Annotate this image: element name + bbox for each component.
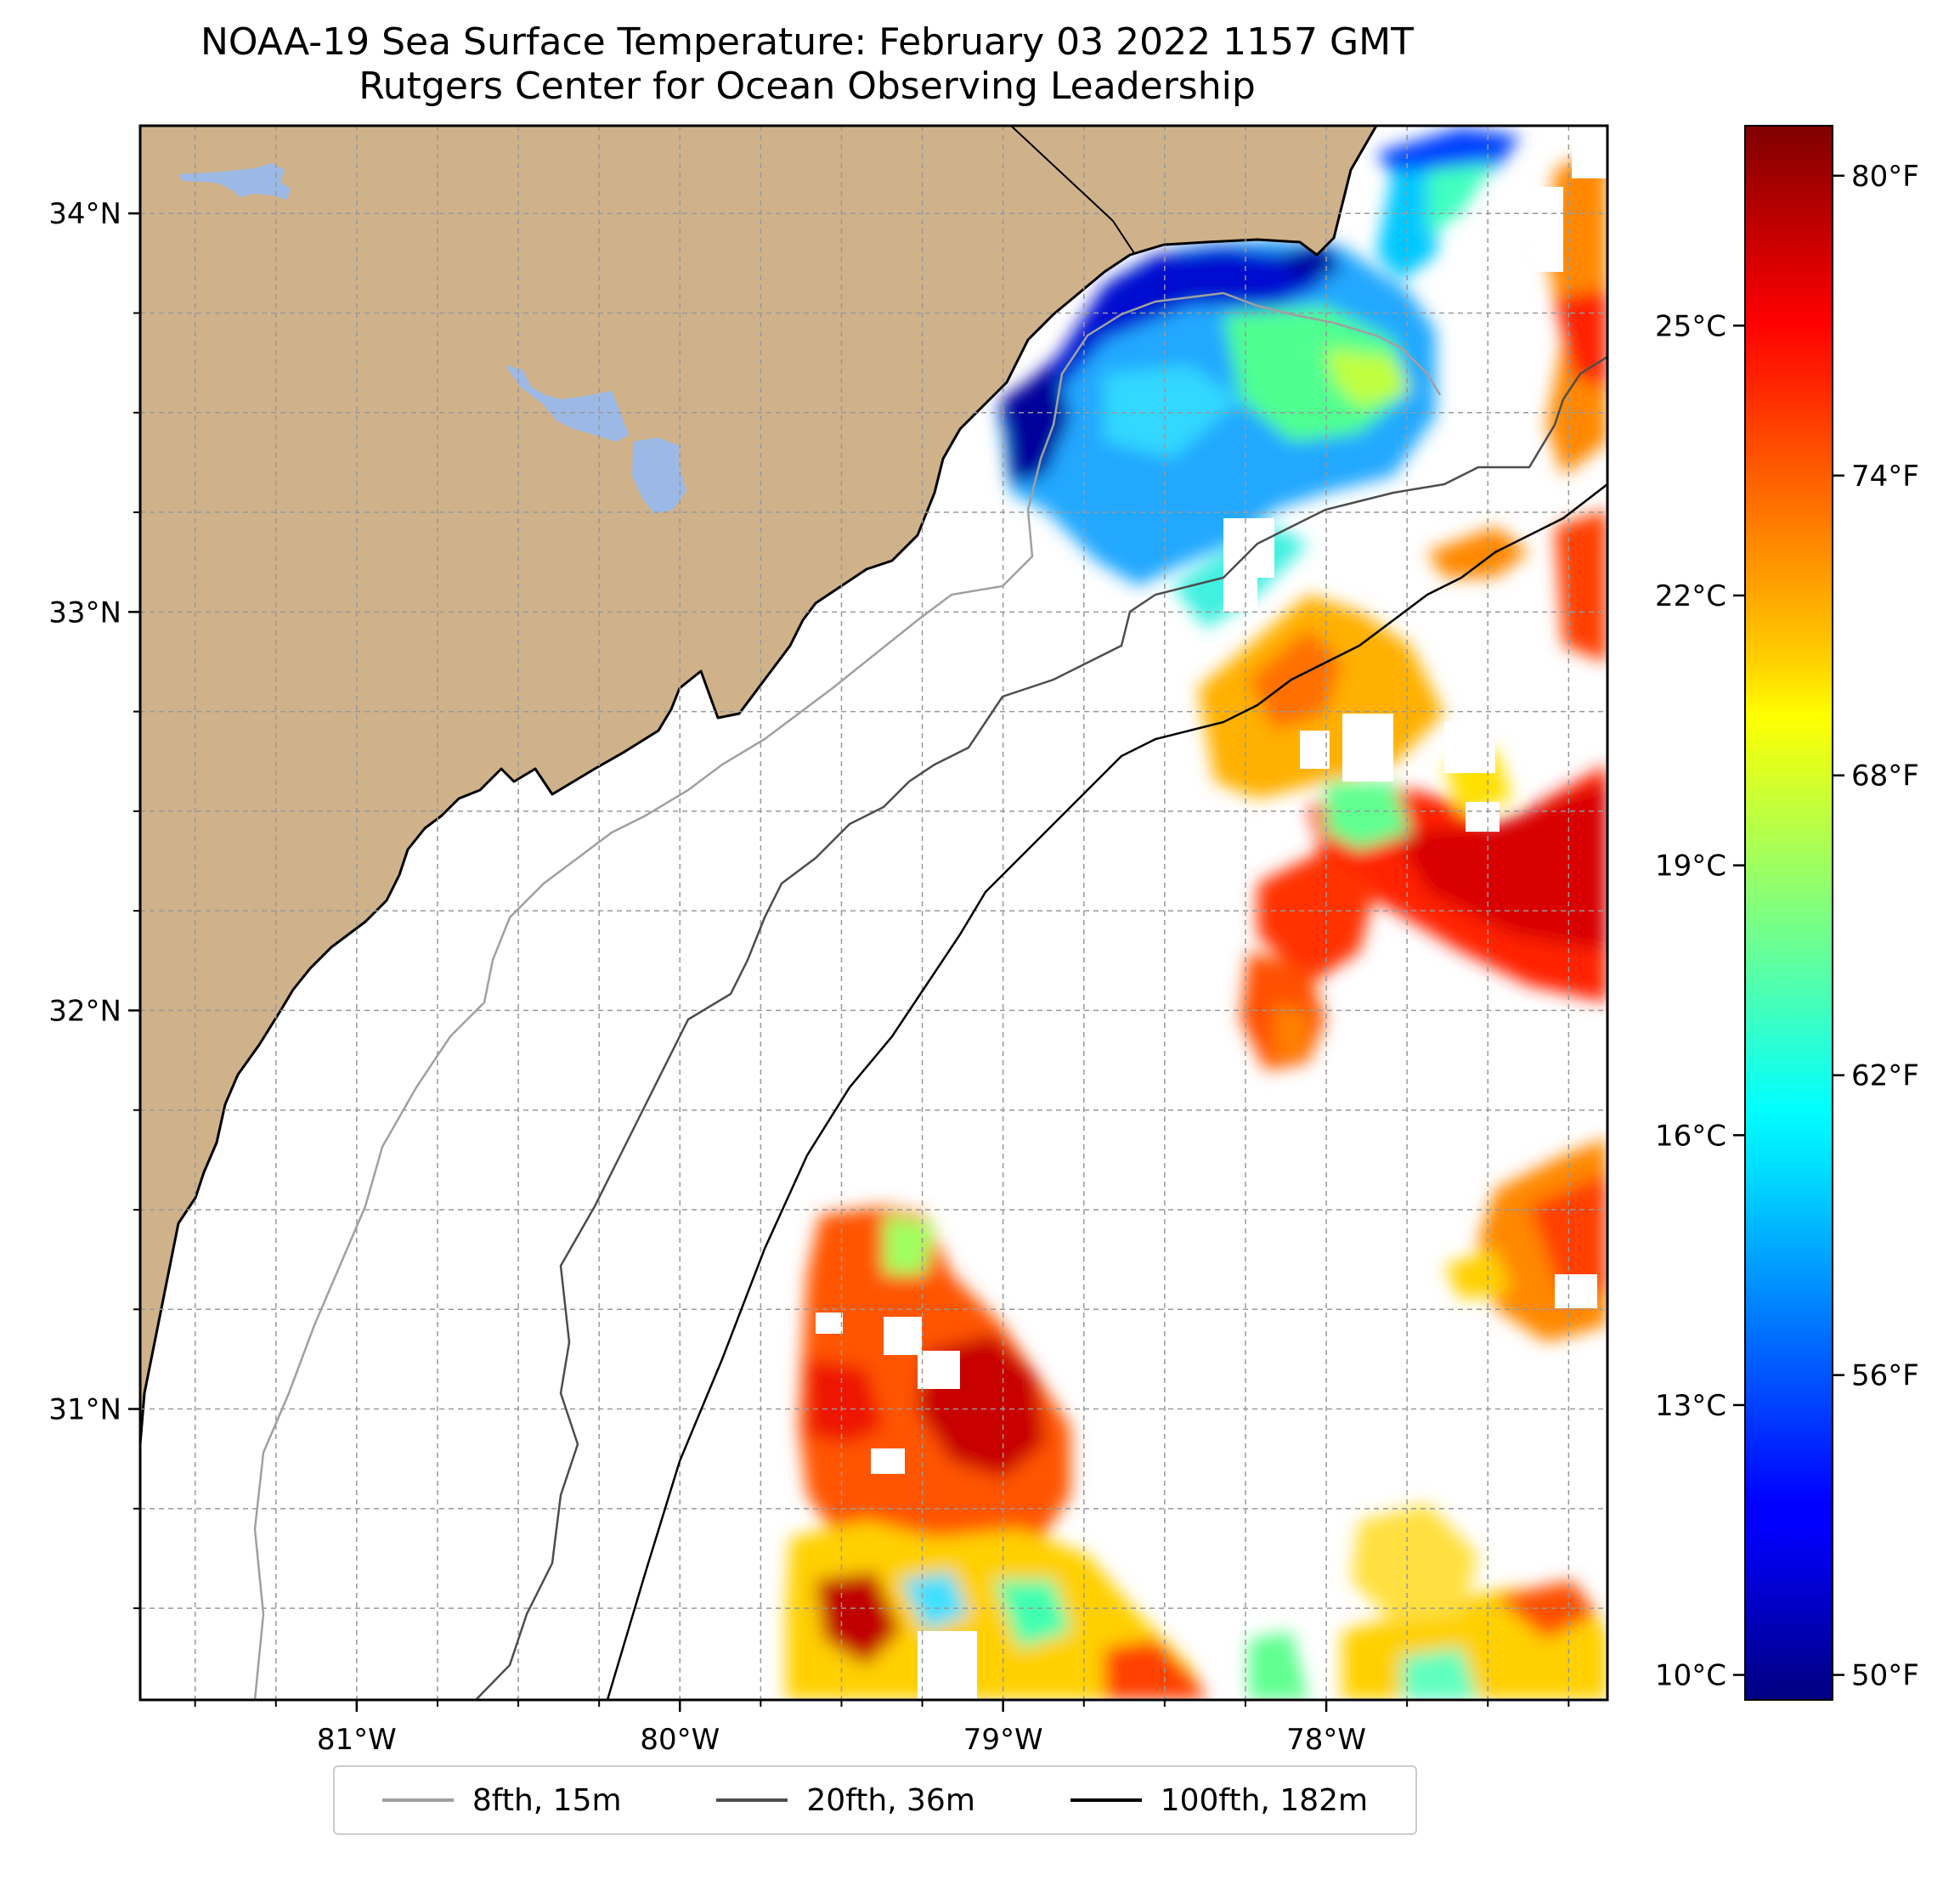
y-tick-label: 31°N bbox=[48, 1393, 121, 1427]
lake bbox=[506, 365, 629, 442]
x-tick-label: 79°W bbox=[963, 1723, 1043, 1757]
data-gaps bbox=[816, 127, 1607, 1700]
legend-item-20fth: 20fth, 36m bbox=[716, 1783, 975, 1818]
lake bbox=[632, 438, 686, 514]
colorbar-f-label: 80°F bbox=[1851, 160, 1919, 194]
colorbar-f-label: 68°F bbox=[1851, 759, 1919, 793]
x-tick-label: 80°W bbox=[640, 1723, 720, 1757]
legend-label-8fth: 8fth, 15m bbox=[472, 1782, 622, 1818]
lake bbox=[178, 163, 291, 200]
y-tick-label: 34°N bbox=[48, 197, 121, 231]
colorbar bbox=[1744, 125, 1833, 1701]
colorbar-f-label: 50°F bbox=[1851, 1659, 1919, 1693]
gridlines bbox=[140, 126, 1607, 1700]
isobath-legend: 8fth, 15m 20fth, 36m 100fth, 182m bbox=[333, 1765, 1417, 1835]
chart-title: NOAA-19 Sea Surface Temperature: Februar… bbox=[201, 20, 1414, 64]
colorbar-f-label: 56°F bbox=[1851, 1359, 1919, 1393]
colorbar-c-label: 13°C bbox=[1655, 1389, 1726, 1423]
legend-item-8fth: 8fth, 15m bbox=[381, 1782, 622, 1818]
legend-line-8fth bbox=[381, 1798, 454, 1802]
colorbar-c-label: 22°C bbox=[1655, 579, 1726, 613]
isobath-100fth bbox=[606, 483, 1607, 1700]
colorbar-f-label: 74°F bbox=[1851, 460, 1919, 494]
colorbar-f-label: 62°F bbox=[1851, 1059, 1919, 1093]
legend-line-100fth bbox=[1070, 1798, 1142, 1802]
isobath-20fth bbox=[475, 355, 1607, 1700]
state-border bbox=[1010, 126, 1135, 254]
y-tick-label: 32°N bbox=[48, 994, 121, 1028]
colorbar-c-label: 25°C bbox=[1655, 309, 1726, 343]
legend-line-20fth bbox=[716, 1798, 788, 1802]
legend-label-20fth: 20fth, 36m bbox=[806, 1782, 975, 1818]
legend-label-100fth: 100fth, 182m bbox=[1160, 1782, 1369, 1818]
legend-item-100fth: 100fth, 182m bbox=[1070, 1783, 1368, 1818]
colorbar-ticks: 80°F 74°F 68°F 62°F 56°F 50°F 25°C 22°C 19°C 16°C… bbox=[1655, 160, 1919, 1693]
x-tick-label: 81°W bbox=[317, 1723, 397, 1757]
isobath-8fth bbox=[253, 291, 1442, 1700]
x-tick-label: 78°W bbox=[1286, 1723, 1366, 1757]
land bbox=[140, 126, 1378, 1446]
y-tick-label: 33°N bbox=[48, 596, 121, 629]
colorbar-c-label: 19°C bbox=[1655, 850, 1726, 884]
colorbar-c-label: 16°C bbox=[1655, 1119, 1726, 1153]
map-area bbox=[140, 126, 1607, 1700]
colorbar-c-label: 10°C bbox=[1655, 1659, 1726, 1693]
axes: 81°W 80°W 79°W 78°W 34°N 33°N 32°N 31°N bbox=[48, 197, 1570, 1757]
plot-frame bbox=[138, 124, 1609, 1702]
chart-subtitle: Rutgers Center for Ocean Observing Leade… bbox=[359, 65, 1256, 108]
